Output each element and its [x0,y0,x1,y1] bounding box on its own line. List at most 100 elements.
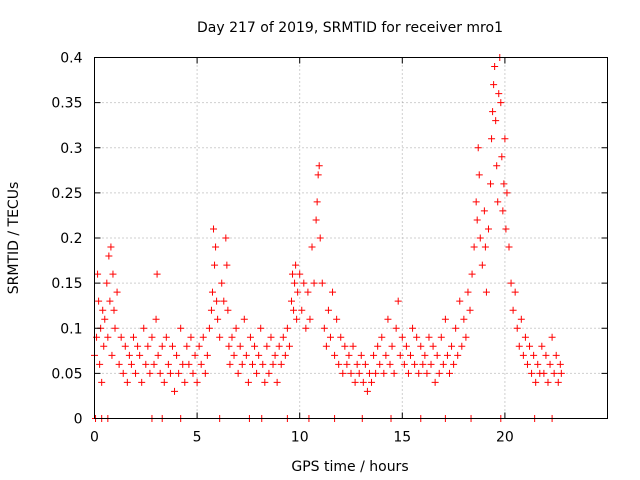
y-tick-label: 0.4 [60,51,82,67]
y-tick-label: 0.3 [60,141,82,157]
data-point [189,369,197,377]
data-point [207,306,215,314]
data-point [119,369,127,377]
data-point [443,351,451,359]
y-tick-label: 0.1 [60,321,82,337]
data-point [314,171,322,179]
data-point [156,369,164,377]
data-point [300,279,308,287]
data-point [398,333,406,341]
data-point [429,342,437,350]
data-point [523,360,531,368]
data-point [166,369,174,377]
data-point [458,342,466,350]
data-point [244,378,252,386]
data-point [329,288,337,296]
data-point [388,342,396,350]
data-point [407,351,415,359]
data-point [316,234,324,242]
data-point [503,189,511,197]
data-point [509,306,517,314]
x-tick-label: 10 [291,430,309,446]
data-point [224,306,232,314]
data-point [105,252,113,260]
data-point [498,153,506,161]
data-point [123,378,131,386]
data-point [152,315,160,323]
data-point [203,351,211,359]
data-point [273,378,281,386]
data-point [232,324,240,332]
data-point [544,378,552,386]
data-point [511,288,519,296]
x-tick-label: 5 [193,430,202,446]
data-point [275,342,283,350]
data-point [181,378,189,386]
data-point [315,162,323,170]
chart-title: Day 217 of 2019, SRMTID for receiver mro… [197,20,503,36]
data-point [193,378,201,386]
data-point [265,369,273,377]
data-point [211,261,219,269]
data-point [482,288,490,296]
data-point [110,306,118,314]
data-point [101,315,109,323]
y-axis-label: SRMTID / TECUs [6,182,22,295]
data-point [298,306,306,314]
data-point [153,270,161,278]
data-point [473,216,481,224]
data-point [557,369,565,377]
data-point [441,315,449,323]
data-point [240,315,248,323]
data-point [271,351,279,359]
data-point [210,225,218,233]
data-point [478,261,486,269]
data-point [117,333,125,341]
data-point [310,279,318,287]
data-point [409,324,417,332]
data-point [294,288,302,296]
data-point [374,342,382,350]
data-point [279,333,287,341]
data-point [433,351,441,359]
data-point [368,378,376,386]
data-point [394,297,402,305]
data-point [494,198,502,206]
data-point [212,243,220,251]
data-point [413,333,421,341]
data-point [238,360,246,368]
data-point [214,315,222,323]
data-point [359,378,367,386]
data-point [111,324,119,332]
data-point [452,324,460,332]
data-point [490,81,498,89]
data-point [470,243,478,251]
y-tick-label: 0.05 [51,366,82,382]
data-point [550,369,558,377]
data-point [134,342,142,350]
data-point [351,378,359,386]
data-point [530,351,538,359]
data-point [201,369,209,377]
data-point [499,207,507,215]
data-point [142,360,150,368]
data-point [500,180,508,188]
data-point [96,360,104,368]
data-point [138,378,146,386]
data-point [208,288,216,296]
data-point [168,342,176,350]
data-point [415,369,423,377]
data-point [185,360,193,368]
data-point [345,351,353,359]
data-point [501,135,509,143]
data-point [386,360,394,368]
data-point [257,324,265,332]
data-point [372,369,380,377]
data-point [370,351,378,359]
data-point [493,162,501,170]
data-point [489,108,497,116]
data-point [218,279,226,287]
data-point [205,324,213,332]
data-point [104,333,112,341]
data-point [99,306,107,314]
